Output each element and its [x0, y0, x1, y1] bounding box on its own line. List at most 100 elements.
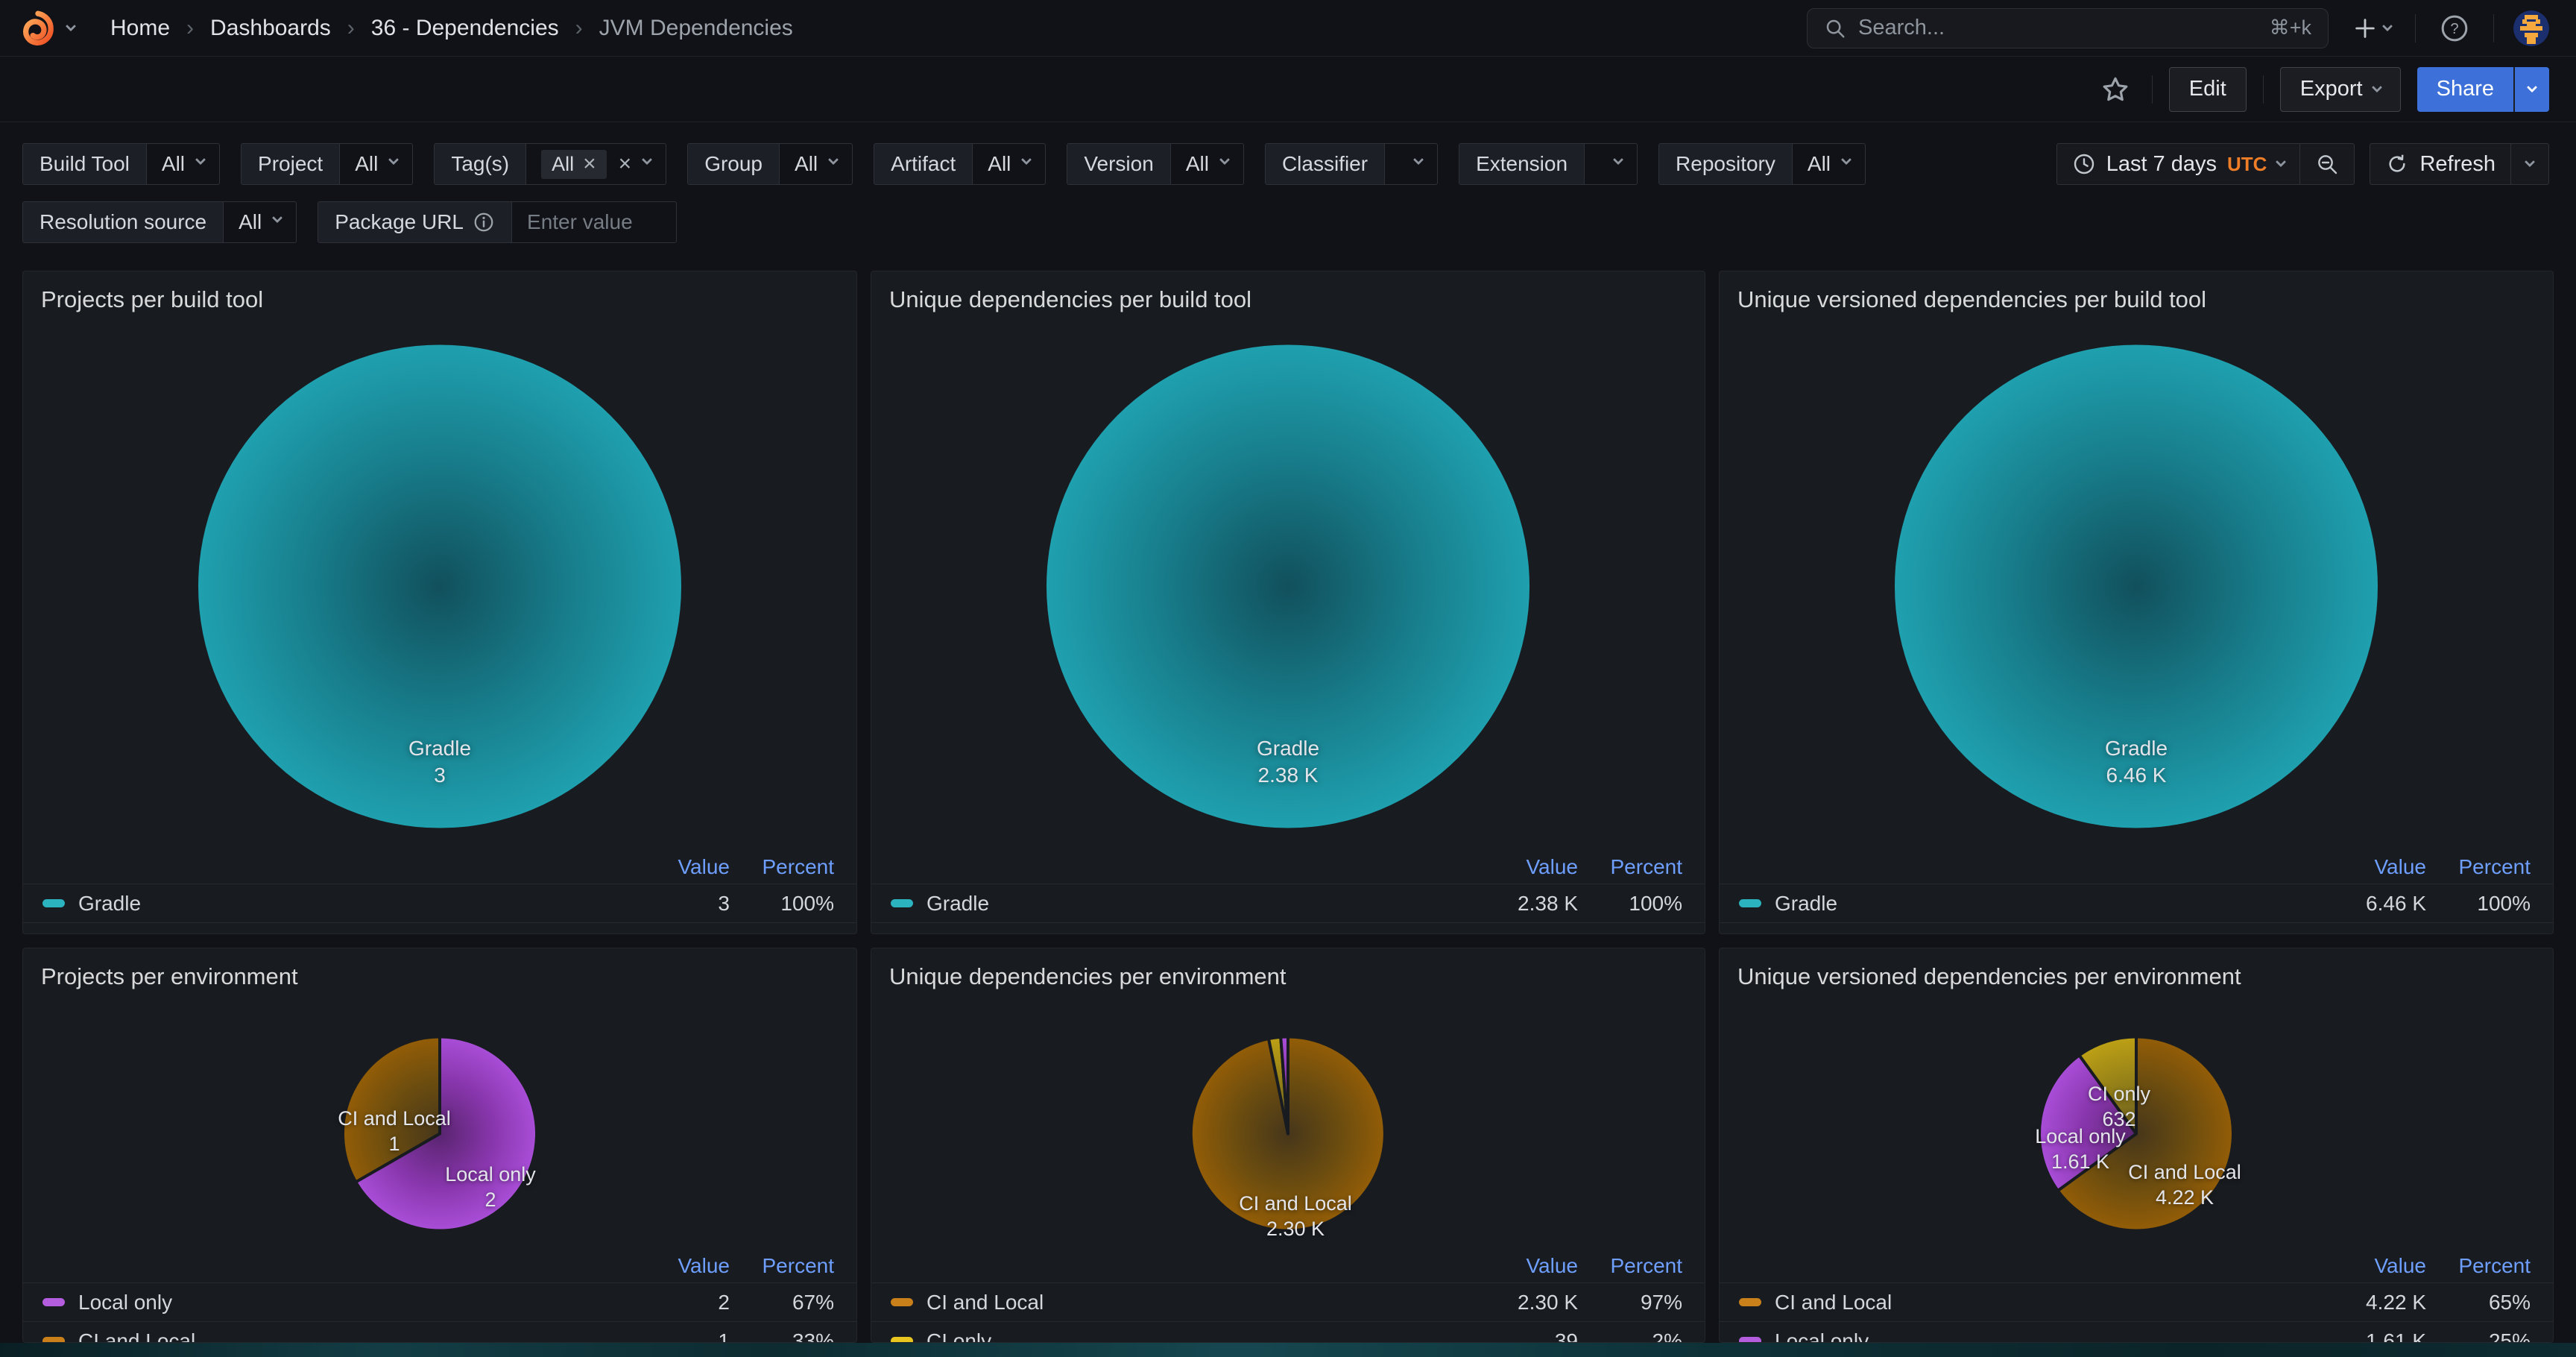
org-switcher-chevron-icon[interactable] [66, 21, 76, 31]
chevron-down-icon [272, 212, 282, 223]
filter-value-dropdown[interactable] [1585, 144, 1637, 184]
search-input[interactable]: Search... ⌘+k [1807, 8, 2329, 48]
filter-value-dropdown[interactable]: All [973, 144, 1045, 184]
breadcrumb-home[interactable]: Home [110, 16, 170, 41]
legend-header-percent[interactable]: Percent [2426, 855, 2531, 879]
filter-value-dropdown[interactable]: All [224, 202, 296, 242]
legend-swatch[interactable] [1739, 899, 1761, 907]
legend-percent: 100% [730, 892, 834, 916]
clear-selection-icon[interactable]: × [619, 153, 632, 175]
legend-swatch[interactable] [42, 899, 65, 907]
refresh-interval-button[interactable] [2510, 144, 2548, 184]
filter-value-dropdown[interactable]: All [1793, 144, 1865, 184]
chevron-down-icon [1413, 154, 1424, 165]
breadcrumb-separator-icon: › [347, 16, 355, 41]
legend-header-percent[interactable]: Percent [1578, 855, 1682, 879]
filter-value-dropdown[interactable] [1385, 144, 1437, 184]
zoom-out-icon [2315, 152, 2339, 176]
panel-title[interactable]: Projects per environment [23, 948, 856, 990]
legend-series-name[interactable]: Gradle [78, 892, 141, 916]
panel-title[interactable]: Unique versioned dependencies per enviro… [1720, 948, 2553, 990]
filter-selected-value: All [355, 152, 378, 176]
legend-header-value[interactable]: Value [1451, 1254, 1578, 1278]
chevron-down-icon [195, 154, 206, 165]
filter-value-dropdown[interactable]: All × × [526, 144, 666, 184]
filter-value-dropdown[interactable]: All [1171, 144, 1243, 184]
legend-header-percent[interactable]: Percent [730, 855, 834, 879]
legend-swatch[interactable] [891, 1337, 913, 1343]
legend-swatch[interactable] [42, 1337, 65, 1343]
filter-value-dropdown[interactable]: All [147, 144, 219, 184]
legend-percent: 67% [730, 1291, 834, 1315]
share-menu-button[interactable] [2513, 67, 2549, 112]
legend-series-name[interactable]: Local only [1775, 1329, 1869, 1344]
chevron-down-icon [2525, 157, 2535, 167]
add-new-button[interactable] [2348, 11, 2396, 45]
refresh-button[interactable]: Refresh [2370, 144, 2510, 184]
chevron-down-icon [1613, 154, 1623, 165]
info-icon[interactable] [473, 211, 495, 233]
legend-series-name[interactable]: Gradle [926, 892, 989, 916]
filter-group: Group All [687, 143, 853, 185]
legend-value: 1 [603, 1329, 730, 1344]
edit-button[interactable]: Edit [2169, 67, 2247, 112]
legend-row: CI only 39 2% [871, 1321, 1705, 1343]
legend-header-value[interactable]: Value [603, 855, 730, 879]
filter-label: Classifier [1266, 144, 1385, 184]
pie-slice-label: CI and Local4.22 K [2128, 1159, 2241, 1210]
legend-swatch[interactable] [1739, 1298, 1761, 1306]
grafana-logo-icon[interactable] [19, 10, 57, 47]
breadcrumb-dashboards[interactable]: Dashboards [210, 16, 331, 41]
legend-swatch[interactable] [891, 1298, 913, 1306]
favorite-star-button[interactable] [2095, 69, 2135, 110]
legend-header-value[interactable]: Value [603, 1254, 730, 1278]
search-placeholder: Search... [1858, 16, 2258, 40]
legend-header-percent[interactable]: Percent [730, 1254, 834, 1278]
legend-swatch[interactable] [1739, 1337, 1761, 1343]
legend-series-name[interactable]: CI and Local [1775, 1291, 1892, 1315]
legend-series-name[interactable]: Local only [78, 1291, 172, 1315]
legend-header-value[interactable]: Value [1451, 855, 1578, 879]
legend-swatch[interactable] [42, 1298, 65, 1306]
breadcrumb-folder[interactable]: 36 - Dependencies [371, 16, 559, 41]
help-button[interactable]: ? [2435, 9, 2474, 48]
legend-series-name[interactable]: CI and Local [78, 1329, 195, 1344]
filter-resolution-source: Resolution source All [22, 201, 297, 243]
filter-value-dropdown[interactable]: All [780, 144, 852, 184]
legend-series-name[interactable]: Gradle [1775, 892, 1837, 916]
legend-header-value[interactable]: Value [2299, 855, 2426, 879]
tag-chip-remove-icon[interactable]: × [583, 153, 596, 175]
filter-label: Artifact [874, 144, 973, 184]
filter-label: Group [688, 144, 780, 184]
package-url-input[interactable] [512, 202, 676, 242]
chevron-down-icon [2372, 82, 2382, 92]
filter-value-dropdown[interactable]: All [340, 144, 412, 184]
legend-row: Local only 1.61 K 25% [1720, 1321, 2553, 1343]
legend-series-name[interactable]: CI only [926, 1329, 991, 1344]
panel-title[interactable]: Unique versioned dependencies per build … [1720, 271, 2553, 313]
panel-title[interactable]: Unique dependencies per build tool [871, 271, 1705, 313]
legend-table: Value Percent CI and Local 2.30 K 97% CI… [871, 1250, 1705, 1343]
breadcrumb-separator-icon: › [575, 16, 583, 41]
filter-selected-value: All [795, 152, 818, 176]
user-avatar[interactable] [2513, 10, 2549, 46]
pie-slice-label: Gradle3 [23, 735, 856, 789]
time-zoom-out-button[interactable] [2299, 144, 2354, 184]
panel-title[interactable]: Unique dependencies per environment [871, 948, 1705, 990]
panel-title[interactable]: Projects per build tool [23, 271, 856, 313]
export-button[interactable]: Export [2280, 67, 2401, 112]
legend-swatch[interactable] [891, 899, 913, 907]
app-header-row1: Home › Dashboards › 36 - Dependencies › … [0, 0, 2576, 57]
legend-percent: 97% [1578, 1291, 1682, 1315]
time-range-picker[interactable]: Last 7 days UTC [2057, 144, 2300, 184]
legend-header-percent[interactable]: Percent [2426, 1254, 2531, 1278]
legend-header-value[interactable]: Value [2299, 1254, 2426, 1278]
legend-header-percent[interactable]: Percent [1578, 1254, 1682, 1278]
panel-projects-per-environment: Projects per environment CI and Local 1 L… [22, 948, 857, 1343]
legend-series-name[interactable]: CI and Local [926, 1291, 1044, 1315]
legend-row: Gradle 3 100% [23, 884, 856, 922]
tag-chip[interactable]: All × [541, 150, 607, 179]
share-button[interactable]: Share [2417, 67, 2513, 112]
export-button-label: Export [2300, 77, 2363, 101]
legend-row: Gradle 6.46 K 100% [1720, 884, 2553, 922]
